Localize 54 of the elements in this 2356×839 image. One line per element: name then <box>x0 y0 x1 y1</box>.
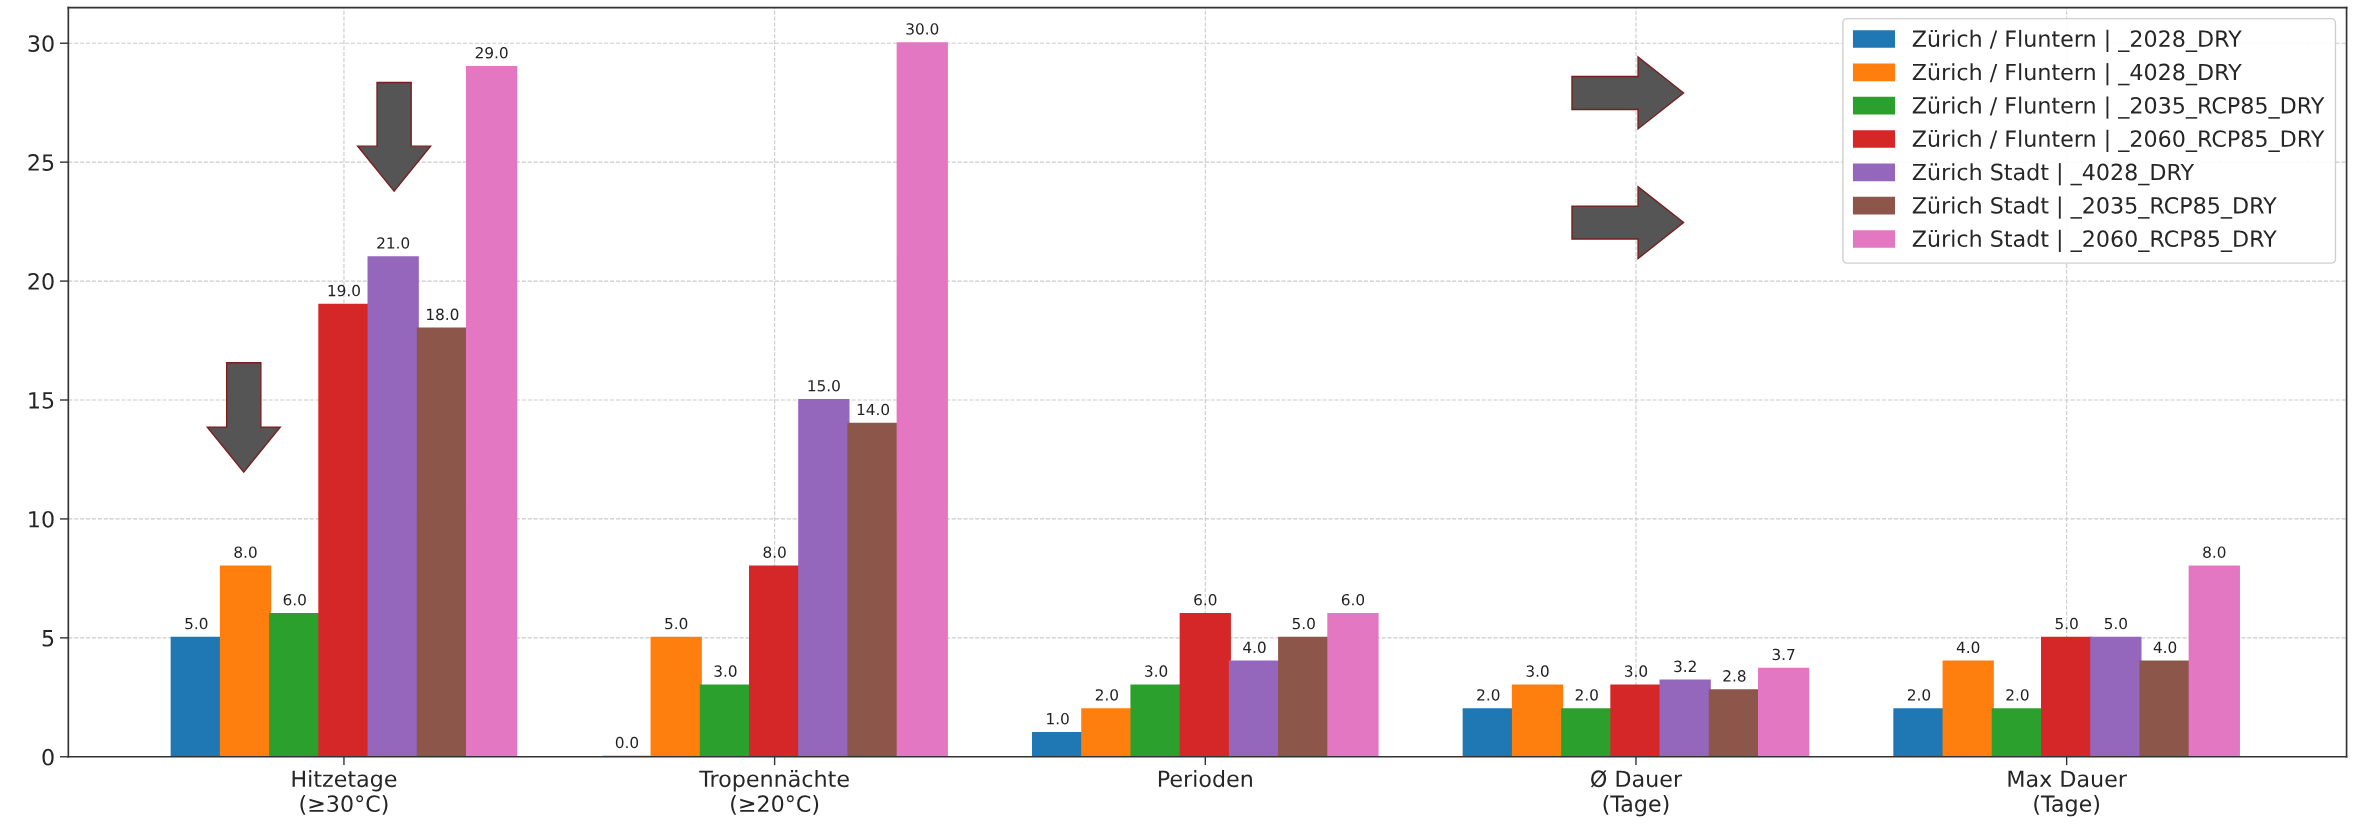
legend-label: Zürich / Fluntern | _2035_RCP85_DRY <box>1912 96 2325 119</box>
legend-label: Zürich / Fluntern | _4028_DRY <box>1912 63 2242 86</box>
y-tick-label: 15 <box>29 392 54 409</box>
data-label: 3.0 <box>1526 665 1549 677</box>
data-label: 19.0 <box>328 284 360 297</box>
data-label: 2.0 <box>1575 689 1598 701</box>
data-label: 21.0 <box>377 237 410 249</box>
data-label: 2.0 <box>1477 689 1500 701</box>
data-label: 8.0 <box>763 546 786 558</box>
legend-label: Zürich / Fluntern | _2028_DRY <box>1912 29 2242 52</box>
data-label: 8.0 <box>234 546 257 558</box>
data-label: 2.0 <box>1907 689 1931 701</box>
data-label: 0.0 <box>615 736 639 749</box>
data-label: 8.0 <box>2203 546 2226 558</box>
data-label: 5.0 <box>665 617 688 630</box>
x-tick-label: Hitzetage (≥30°C) <box>292 769 397 815</box>
data-label: 30.0 <box>906 23 939 35</box>
data-label: 14.0 <box>857 403 890 416</box>
data-label: 6.0 <box>1341 594 1365 606</box>
data-label: 2.0 <box>1095 689 1118 701</box>
data-label: 5.0 <box>2104 617 2127 630</box>
y-tick-label: 0 <box>42 748 54 766</box>
x-tick-label: Max Dauer (Tage) <box>2008 770 2127 817</box>
data-label: 6.0 <box>1194 594 1217 606</box>
y-tick-label: 25 <box>28 154 54 171</box>
legend-label: Zürich Stadt | _4028_DRY <box>1912 163 2195 186</box>
data-label: 2.8 <box>1723 670 1746 682</box>
data-label: 3.0 <box>714 665 737 677</box>
legend-label: Zürich Stadt | _2060_RCP85_DRY <box>1912 229 2277 252</box>
data-label: 1.0 <box>1047 712 1069 725</box>
data-label: 3.2 <box>1674 660 1696 673</box>
data-label: 18.0 <box>427 308 459 321</box>
x-tick-label: Perioden <box>1158 769 1252 788</box>
data-label: 5.0 <box>2055 617 2078 630</box>
legend-label: Zürich Stadt | _2035_RCP85_DRY <box>1912 196 2277 219</box>
data-label: 2.0 <box>2006 689 2029 701</box>
data-label: 3.0 <box>1624 665 1648 677</box>
data-label: 6.0 <box>283 594 306 606</box>
x-tick-label: Ø Dauer (Tage) <box>1590 769 1683 817</box>
data-label: 15.0 <box>808 379 840 392</box>
data-label: 29.0 <box>475 46 508 59</box>
data-label: 5.0 <box>1292 617 1315 630</box>
legend-label: Zürich / Fluntern | _2060_RCP85_DRY <box>1912 129 2325 152</box>
data-label: 4.0 <box>2153 641 2177 654</box>
y-tick-label: 10 <box>29 510 54 528</box>
y-tick-label: 30 <box>28 35 54 52</box>
data-label: 5.0 <box>185 617 208 630</box>
data-label: 4.0 <box>1243 641 1266 654</box>
data-label: 4.0 <box>1956 641 1980 654</box>
data-label: 3.7 <box>1772 648 1795 661</box>
y-tick-label: 5 <box>42 630 54 647</box>
y-tick-label: 20 <box>28 273 54 290</box>
data-label: 3.0 <box>1145 665 1168 677</box>
x-tick-label: Tropennächte (≥20°C) <box>699 769 849 815</box>
